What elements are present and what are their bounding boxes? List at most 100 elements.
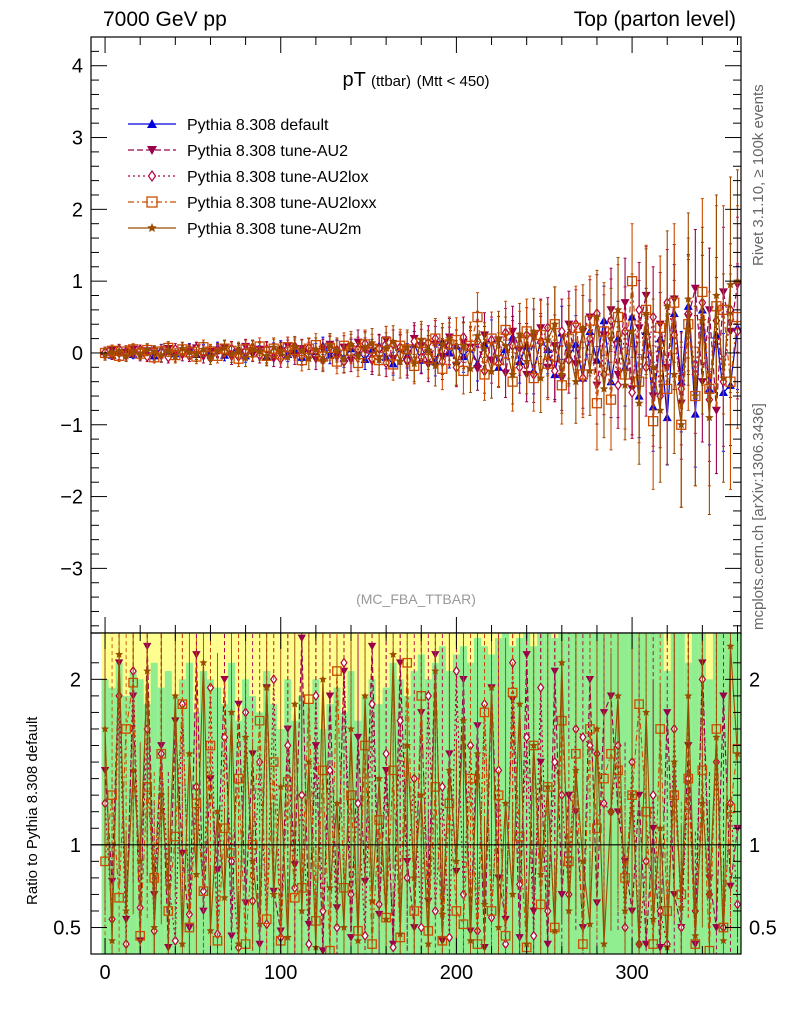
data-point bbox=[578, 323, 588, 332]
ratio-data-point bbox=[389, 650, 398, 658]
data-point bbox=[550, 319, 560, 328]
ratio-data-point bbox=[171, 691, 180, 700]
data-point bbox=[388, 359, 399, 370]
data-point bbox=[395, 357, 405, 366]
data-point bbox=[135, 349, 145, 358]
y-tick-label: −1 bbox=[60, 415, 83, 437]
ratio-data-point bbox=[171, 935, 179, 947]
data-point bbox=[557, 369, 567, 379]
data-point bbox=[374, 355, 384, 364]
data-point bbox=[142, 344, 152, 353]
data-point bbox=[614, 379, 622, 391]
data-point bbox=[304, 354, 314, 363]
ratio-data-point bbox=[150, 923, 159, 931]
ratio-data-point bbox=[396, 929, 405, 938]
ratio-data-point bbox=[107, 790, 117, 801]
top-panel: 4 3 2 1 0 −1 −2 −3 bbox=[60, 36, 742, 634]
header-energy-label: 7000 GeV pp bbox=[103, 8, 227, 31]
data-point bbox=[325, 341, 335, 350]
ratio-data-point bbox=[656, 824, 665, 832]
data-point bbox=[641, 308, 651, 318]
ratio-data-point bbox=[494, 923, 503, 931]
analysis-label: (MC_FBA_TTBAR) bbox=[356, 591, 476, 607]
ratio-data-point bbox=[367, 642, 377, 651]
legend-marker bbox=[147, 223, 157, 233]
data-point bbox=[156, 350, 166, 359]
ratio-data-point bbox=[550, 926, 559, 935]
ratio-data-point bbox=[523, 731, 531, 743]
data-point bbox=[206, 352, 215, 361]
ratio-data-point bbox=[677, 903, 686, 912]
y-tick-label: −2 bbox=[60, 487, 83, 509]
legend-marker bbox=[147, 119, 157, 128]
ratio-data-point bbox=[255, 920, 264, 928]
data-point bbox=[494, 334, 503, 343]
ratio-data-point bbox=[557, 891, 567, 899]
data-point bbox=[276, 347, 286, 356]
data-point bbox=[627, 326, 637, 336]
data-point bbox=[691, 391, 700, 400]
ratio-data-point bbox=[382, 748, 390, 760]
ratio-data-point bbox=[537, 682, 545, 693]
data-point bbox=[100, 349, 110, 359]
uncertainty-band-inner bbox=[509, 646, 517, 954]
ratio-data-point bbox=[452, 665, 461, 677]
ratio-data-point bbox=[227, 708, 236, 716]
data-point bbox=[584, 315, 596, 326]
data-point bbox=[726, 280, 735, 289]
ratio-data-point bbox=[261, 914, 272, 925]
data-point bbox=[430, 333, 441, 344]
data-point bbox=[571, 377, 581, 386]
ratio-data-point bbox=[473, 749, 482, 758]
data-point bbox=[598, 326, 610, 337]
ratio-data-point bbox=[684, 691, 693, 700]
ratio-data-point bbox=[564, 906, 573, 915]
x-tick-label: 200 bbox=[440, 962, 473, 984]
data-point bbox=[220, 343, 229, 352]
ratio-data-point bbox=[304, 757, 313, 766]
rivet-version-label: Rivet 3.1.10, ≥ 100k events bbox=[750, 84, 767, 266]
ratio-y-tick-label: 1 bbox=[70, 835, 81, 857]
uncertainty-band-inner bbox=[466, 662, 475, 954]
uncertainty-band-inner bbox=[523, 633, 531, 954]
data-point bbox=[719, 373, 728, 382]
header-process-label: Top (parton level) bbox=[573, 8, 736, 31]
uncertainty-band-inner bbox=[691, 633, 700, 954]
data-point bbox=[698, 316, 707, 325]
ratio-data-point bbox=[599, 939, 608, 948]
data-point bbox=[346, 339, 356, 348]
data-point bbox=[669, 369, 679, 379]
ratio-data-point bbox=[691, 931, 700, 940]
ratio-data-point bbox=[108, 936, 117, 945]
x-tick-label: 100 bbox=[264, 962, 297, 984]
data-point bbox=[564, 341, 574, 350]
data-point bbox=[121, 351, 131, 360]
data-point bbox=[648, 362, 658, 371]
data-point bbox=[234, 345, 243, 354]
ratio-data-point bbox=[340, 657, 348, 669]
ratio-data-point bbox=[424, 939, 433, 948]
data-point bbox=[585, 366, 595, 375]
uncertainty-band-inner bbox=[586, 633, 594, 954]
uncertainty-band-inner bbox=[677, 633, 686, 954]
ratio-data-point bbox=[396, 715, 404, 726]
ratio-data-point bbox=[719, 692, 728, 701]
y-tick-label: 0 bbox=[72, 343, 83, 365]
data-point bbox=[487, 367, 496, 376]
data-point bbox=[402, 342, 412, 351]
data-point bbox=[192, 349, 201, 359]
title-sub: (ttbar) bbox=[371, 73, 411, 90]
ratio-data-point bbox=[663, 709, 672, 717]
ratio-data-point bbox=[205, 740, 216, 751]
ratio-data-point bbox=[233, 773, 244, 784]
data-point bbox=[634, 398, 644, 407]
ratio-data-point bbox=[289, 892, 300, 903]
data-point bbox=[318, 355, 328, 364]
ratio-data-point bbox=[733, 749, 741, 758]
ratio-data-point bbox=[283, 933, 292, 941]
ratio-data-point bbox=[122, 906, 131, 915]
ratio-data-point bbox=[655, 944, 665, 952]
data-point bbox=[712, 291, 721, 300]
ratio-data-point bbox=[184, 922, 195, 933]
data-point bbox=[431, 361, 440, 370]
